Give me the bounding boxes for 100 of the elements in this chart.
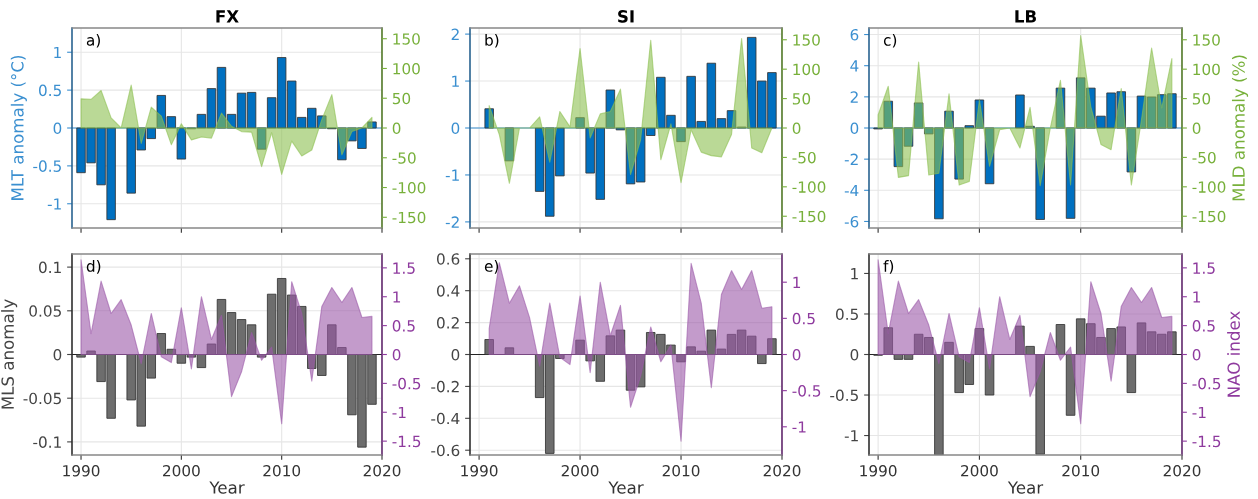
x-tick-label: 2020 [363, 464, 401, 477]
y-axis-title: MLS anomaly [1, 299, 18, 409]
y2-tick-label: 0 [392, 122, 401, 135]
y2-tick-label: 100 [393, 62, 420, 75]
y-axis-title: MLT anomaly (°C) [10, 55, 27, 200]
chart-title: LB [1015, 10, 1036, 23]
y-tick-label: -1 [844, 430, 858, 442]
y2-tick-label: 50 [1192, 93, 1211, 105]
y-tick-label: 2 [850, 91, 858, 103]
y-tick-label: 4 [850, 60, 859, 72]
y-tick-label: -0.4 [431, 412, 460, 425]
y2-tick-label: 1 [1193, 291, 1201, 303]
y2-tick-label: -150 [392, 211, 426, 224]
y2-tick-label: -1.5 [1192, 435, 1221, 448]
y2-tick-label: 150 [793, 34, 820, 46]
y2-tick-label: -50 [792, 151, 816, 164]
y-tick-label: -6 [844, 215, 859, 228]
y2-tick-label: 0 [392, 348, 401, 361]
x-tick-label: 2000 [561, 464, 599, 477]
x-axis-title: Year [209, 481, 245, 494]
x-tick-label: 2010 [662, 464, 700, 477]
chart-title: FX [216, 10, 239, 23]
y-tick-label: -0.6 [431, 444, 460, 457]
x-tick-label: 1990 [63, 464, 100, 477]
annotation: c) [883, 34, 897, 48]
y2-tick-label: -0.5 [1192, 377, 1221, 390]
y-tick-label: 0.2 [436, 317, 459, 329]
y2-tick-label: 100 [1193, 63, 1220, 76]
y-tick-label: -0.1 [33, 436, 61, 448]
x-axis-title: Year [1007, 481, 1044, 494]
y-tick-label: -1 [47, 198, 61, 210]
y-tick-label: 0 [53, 122, 62, 135]
y2-tick-label: 50 [392, 92, 411, 105]
y-tick-label: 6 [850, 29, 859, 41]
y2-tick-label: 0.5 [392, 320, 415, 332]
y2-tick-label: 1 [393, 291, 401, 303]
chart-title: SI [618, 10, 634, 23]
y2-tick-label: 0 [792, 122, 801, 135]
y-tick-label: 0 [850, 122, 859, 135]
y-tick-label: 1 [54, 46, 61, 59]
y2-tick-label: -150 [792, 210, 826, 223]
x-axis-title: Year [608, 481, 644, 494]
x-tick-label: 2000 [961, 464, 998, 477]
annotation: a) [86, 34, 100, 48]
y-tick-label: -0.2 [431, 380, 459, 393]
y-tick-label: 0.6 [436, 253, 460, 265]
x-tick-label: 2020 [1163, 464, 1201, 477]
y2-tick-label: 100 [793, 63, 820, 76]
y2-tick-label: -100 [1192, 181, 1226, 193]
y2-tick-label: 0.5 [792, 312, 815, 325]
y2-tick-label: 0 [792, 348, 801, 361]
y2-tick-label: 1.5 [393, 262, 415, 274]
y-tick-label: 2 [451, 28, 459, 40]
y2-tick-label: -0.5 [792, 385, 821, 397]
y-tick-label: -2 [445, 216, 459, 228]
annotation: f) [883, 260, 894, 274]
y-tick-label: -0.05 [23, 392, 61, 405]
y2-tick-label: -100 [392, 181, 426, 194]
y-tick-label: 0.5 [835, 308, 858, 320]
x-tick-label: 2010 [263, 464, 301, 477]
y2-tick-label: 1 [793, 276, 801, 288]
y2-axis-title: NAO index [1227, 311, 1240, 397]
y2-tick-label: -100 [792, 181, 826, 193]
y2-tick-label: -1 [792, 421, 806, 433]
y2-tick-label: -1.5 [392, 435, 421, 448]
y2-tick-label: 0.5 [1192, 320, 1215, 332]
y2-tick-label: 150 [1193, 34, 1220, 46]
y-tick-label: -2 [844, 153, 858, 165]
y2-tick-label: -50 [1192, 151, 1216, 164]
y-tick-label: -0.5 [830, 389, 858, 402]
y-tick-label: 0 [53, 348, 62, 361]
annotation: e) [484, 260, 499, 274]
y2-tick-label: -150 [1192, 210, 1226, 223]
x-tick-label: 1990 [461, 464, 498, 477]
y2-tick-label: -50 [392, 152, 416, 164]
x-tick-label: 1990 [860, 464, 897, 477]
x-tick-label: 2000 [163, 464, 200, 477]
y-tick-label: 1 [452, 75, 459, 87]
annotation: d) [86, 260, 101, 274]
y2-tick-label: 150 [393, 33, 420, 45]
y2-tick-label: -0.5 [392, 377, 421, 390]
y-tick-label: -1 [445, 169, 459, 181]
y-tick-label: 0.5 [38, 84, 61, 97]
y2-tick-label: 1.5 [1193, 262, 1215, 274]
annotation: b) [485, 34, 499, 48]
y-tick-label: -0.5 [33, 160, 61, 172]
y2-tick-label: 50 [792, 93, 811, 105]
x-tick-label: 2020 [763, 464, 801, 477]
y-tick-label: 0.05 [29, 305, 61, 317]
y-tick-label: 0 [451, 122, 460, 135]
y2-tick-label: -1 [1192, 406, 1206, 419]
y-tick-label: 1 [851, 268, 858, 280]
y2-tick-label: 0 [1192, 348, 1201, 361]
y2-tick-label: -1 [392, 406, 406, 419]
y-tick-label: 0.4 [436, 285, 460, 297]
y-tick-label: 0 [850, 348, 859, 361]
y2-tick-label: 0 [1192, 122, 1201, 135]
x-tick-label: 2010 [1062, 464, 1100, 477]
y2-axis-title: MLD anomaly (%) [1231, 55, 1249, 201]
y-tick-label: 0 [451, 348, 460, 361]
